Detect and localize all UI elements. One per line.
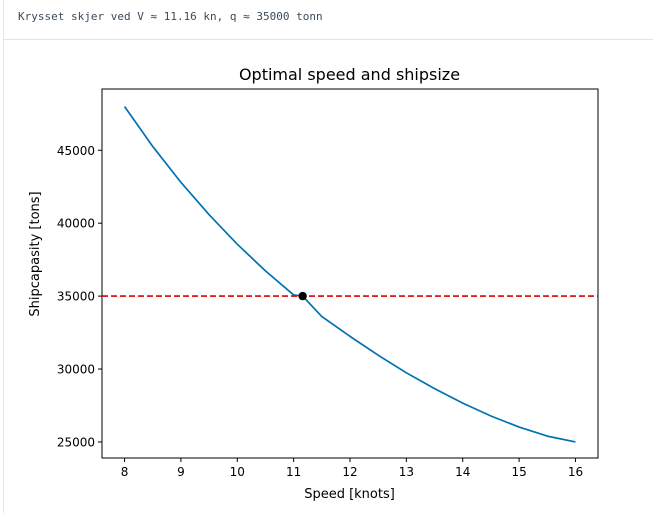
x-tick-label: 15 — [511, 465, 526, 479]
y-tick-label: 25000 — [57, 435, 95, 449]
y-tick-label: 30000 — [57, 363, 95, 377]
y-tick-label: 40000 — [57, 217, 95, 231]
capacity-curve — [123, 106, 576, 443]
y-tick-label: 45000 — [57, 144, 95, 158]
x-axis-ticks: 8 9 10 11 12 13 14 15 16 — [121, 458, 583, 479]
intersection-point — [298, 291, 307, 301]
plot-frame — [101, 88, 599, 459]
x-axis-label: Speed [knots] — [304, 487, 395, 502]
x-tick-label: 13 — [399, 465, 414, 479]
stdout-output: Krysset skjer ved V ≈ 11.16 kn, q ≈ 3500… — [4, 0, 653, 40]
y-tick-label: 35000 — [57, 290, 95, 304]
cell-left-border — [3, 0, 4, 513]
x-tick-label: 10 — [230, 465, 245, 479]
plot-series — [102, 106, 598, 443]
stdout-line: Krysset skjer ved V ≈ 11.16 kn, q ≈ 3500… — [18, 10, 323, 23]
x-tick-label: 14 — [455, 465, 470, 479]
y-axis-label: Shipcapasity [tons] — [28, 191, 43, 316]
line-chart: Optimal speed and shipsize 8 9 10 11 12 13 14 1… — [28, 65, 599, 502]
y-axis-ticks: 25000 30000 35000 40000 45000 — [57, 144, 102, 449]
x-tick-label: 12 — [342, 465, 357, 479]
chart-title: Optimal speed and shipsize — [239, 65, 460, 84]
x-tick-label: 16 — [568, 465, 583, 479]
x-tick-label: 9 — [177, 465, 185, 479]
x-tick-label: 8 — [121, 465, 129, 479]
x-tick-label: 11 — [286, 465, 301, 479]
axes — [101, 88, 599, 459]
matplotlib-figure: Optimal speed and shipsize 8 9 10 11 12 13 14 1… — [4, 41, 653, 513]
